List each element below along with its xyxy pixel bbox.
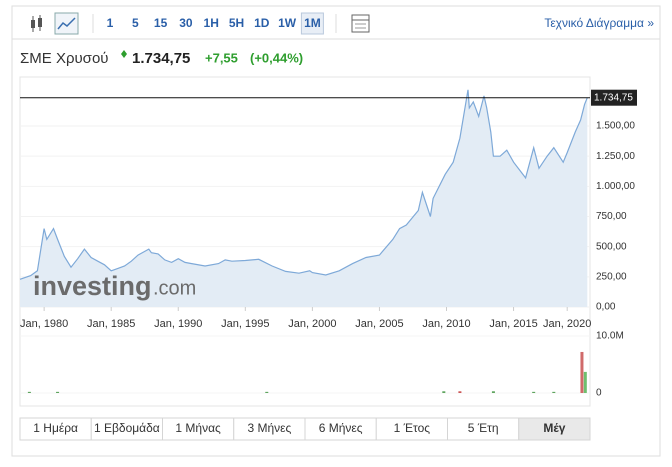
- change-pct: (+0,44%): [250, 50, 303, 65]
- price: 1.734,75: [132, 50, 190, 67]
- x-tick-label: Jan, 2010: [422, 318, 470, 330]
- instrument-name: ΣΜΕ Χρυσού: [20, 50, 108, 67]
- range-label[interactable]: 1 Εβδομάδα: [94, 421, 160, 435]
- volume-bar: [27, 391, 31, 393]
- x-tick-label: Jan, 2020: [543, 318, 591, 330]
- interval-selected: [300, 12, 324, 35]
- change: +7,55: [205, 50, 238, 65]
- up-arrow: [121, 50, 127, 58]
- interval-button[interactable]: 5H: [229, 16, 244, 30]
- y-tick-label: 1.250,00: [596, 151, 635, 162]
- y-tick-label: 500,00: [596, 241, 627, 252]
- interval-button[interactable]: 5: [132, 16, 139, 30]
- interval-button[interactable]: 1H: [204, 16, 219, 30]
- x-tick-label: Jan, 2015: [489, 318, 537, 330]
- range-label[interactable]: 1 Έτος: [394, 421, 431, 435]
- volume-tick-label: 0: [596, 388, 602, 399]
- watermark-brand: investing: [33, 271, 152, 301]
- y-tick-label: 1.000,00: [596, 181, 635, 192]
- volume-bar: [552, 391, 556, 393]
- line-icon[interactable]: [54, 12, 79, 35]
- x-tick-label: Jan, 2005: [355, 318, 403, 330]
- interval-button[interactable]: 30: [179, 16, 193, 30]
- volume-bar: [458, 391, 462, 393]
- volume-bar: [583, 371, 587, 393]
- candle-icon[interactable]: [31, 15, 42, 32]
- x-tick-label: Jan, 1990: [154, 318, 202, 330]
- volume-bar: [56, 391, 60, 393]
- volume-bar: [532, 391, 536, 393]
- interval-button[interactable]: 1D: [254, 16, 270, 30]
- y-tick-label: 750,00: [596, 211, 627, 222]
- range-label[interactable]: Μέγ: [543, 421, 565, 435]
- x-tick-label: Jan, 1985: [87, 318, 135, 330]
- y-tick-label: 250,00: [596, 271, 627, 282]
- x-tick-label: Jan, 2000: [288, 318, 336, 330]
- price-area: [20, 89, 588, 307]
- watermark-suffix: .com: [153, 277, 196, 299]
- y-tick-label: 0,00: [596, 302, 616, 313]
- table-icon[interactable]: [351, 14, 370, 33]
- y-tick-label: 1.500,00: [596, 121, 635, 132]
- price-line: [19, 89, 588, 280]
- last-price-label: 1.734,75: [594, 92, 633, 103]
- interval-button[interactable]: 1W: [278, 16, 297, 30]
- last-price-box: [591, 89, 637, 106]
- x-tick-label: Jan, 1995: [221, 318, 269, 330]
- range-label[interactable]: 3 Μήνες: [247, 421, 291, 435]
- volume-bar: [580, 351, 584, 393]
- interval-button[interactable]: 1M: [304, 16, 321, 30]
- range-button-selected[interactable]: [518, 417, 591, 441]
- volume-bar: [491, 391, 495, 393]
- range-label[interactable]: 1 Μήνας: [175, 421, 221, 435]
- volume-bar: [442, 391, 446, 393]
- technical-chart-link[interactable]: Τεχνικό Διάγραμμα »: [544, 16, 654, 30]
- interval-button[interactable]: 15: [154, 16, 168, 30]
- range-label[interactable]: 5 Έτη: [468, 421, 499, 435]
- x-tick-label: Jan, 1980: [20, 318, 68, 330]
- range-label[interactable]: 1 Ημέρα: [33, 421, 78, 435]
- range-label[interactable]: 6 Μήνες: [319, 421, 363, 435]
- volume-bar: [265, 391, 269, 393]
- interval-button[interactable]: 1: [107, 16, 114, 30]
- watermark: investing .com: [33, 271, 196, 301]
- volume-tick-label: 10.0M: [596, 331, 624, 342]
